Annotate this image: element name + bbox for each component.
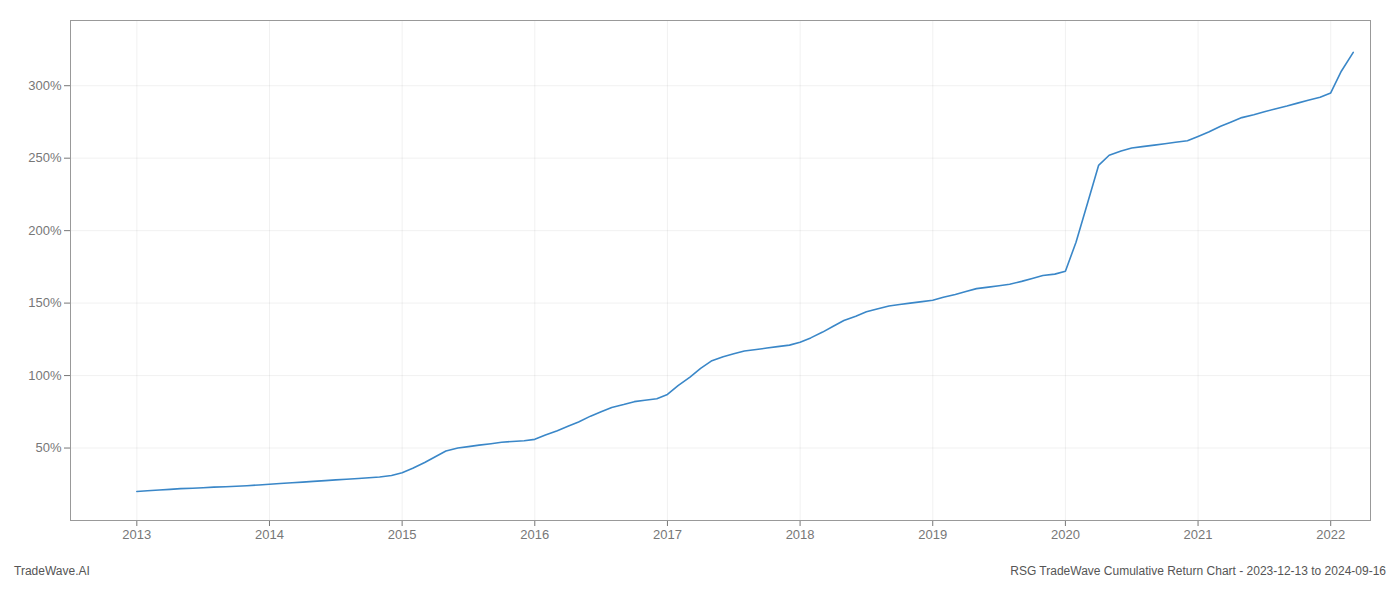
svg-text:2014: 2014 xyxy=(255,527,284,542)
svg-text:300%: 300% xyxy=(28,78,62,93)
svg-text:250%: 250% xyxy=(28,150,62,165)
svg-text:2020: 2020 xyxy=(1051,527,1080,542)
svg-text:100%: 100% xyxy=(28,368,62,383)
svg-text:2015: 2015 xyxy=(388,527,417,542)
svg-text:2019: 2019 xyxy=(918,527,947,542)
svg-text:2013: 2013 xyxy=(122,527,151,542)
svg-text:2017: 2017 xyxy=(653,527,682,542)
svg-text:2018: 2018 xyxy=(786,527,815,542)
svg-text:2022: 2022 xyxy=(1316,527,1345,542)
svg-text:200%: 200% xyxy=(28,223,62,238)
svg-text:50%: 50% xyxy=(35,440,61,455)
html-text:TradeWave.AI: TradeWave.AI xyxy=(14,564,90,578)
svg-text:150%: 150% xyxy=(28,295,62,310)
html-text:RSG TradeWave Cumulative Retur: RSG TradeWave Cumulative Return Chart - … xyxy=(1010,564,1386,578)
svg-text:2016: 2016 xyxy=(520,527,549,542)
svg-text:2021: 2021 xyxy=(1184,527,1213,542)
